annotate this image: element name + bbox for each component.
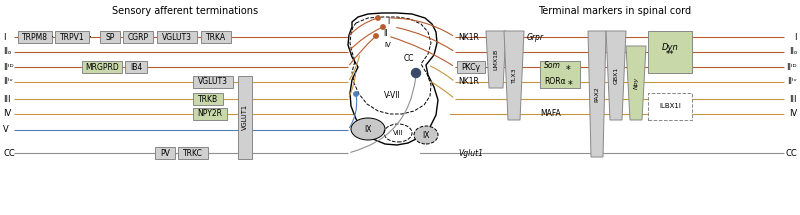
Text: PAX2: PAX2 — [594, 86, 599, 102]
FancyBboxPatch shape — [193, 76, 233, 88]
Text: VGLUT3: VGLUT3 — [198, 77, 228, 86]
Text: SP: SP — [106, 32, 114, 41]
Text: IIₒ: IIₒ — [789, 48, 797, 57]
FancyBboxPatch shape — [123, 31, 153, 43]
Circle shape — [381, 25, 386, 29]
FancyBboxPatch shape — [82, 61, 122, 73]
Text: III: III — [3, 95, 10, 103]
Text: IX: IX — [422, 131, 430, 140]
Text: NK1R: NK1R — [458, 77, 479, 86]
Text: IIᴵᵛ: IIᴵᵛ — [787, 77, 797, 86]
Text: Sensory afferent terminations: Sensory afferent terminations — [112, 6, 258, 16]
Ellipse shape — [351, 118, 385, 140]
Text: PKCγ: PKCγ — [462, 63, 481, 72]
Text: MRGPRD: MRGPRD — [85, 63, 119, 72]
FancyBboxPatch shape — [540, 61, 580, 88]
Text: III: III — [790, 95, 797, 103]
Text: TRKB: TRKB — [198, 95, 218, 103]
Text: I: I — [387, 17, 389, 26]
FancyBboxPatch shape — [648, 93, 692, 120]
Text: CC: CC — [404, 54, 414, 63]
FancyBboxPatch shape — [178, 147, 208, 159]
Text: ILBX1I: ILBX1I — [659, 103, 681, 109]
FancyBboxPatch shape — [193, 93, 223, 105]
Text: ·: · — [51, 32, 54, 42]
Text: V-VII: V-VII — [384, 91, 400, 100]
FancyBboxPatch shape — [648, 31, 692, 73]
Text: IV: IV — [385, 42, 391, 48]
Text: I: I — [794, 32, 797, 41]
Polygon shape — [504, 31, 524, 120]
Text: IIᴵᵛ: IIᴵᵛ — [3, 77, 13, 86]
Text: GBX1: GBX1 — [614, 67, 618, 84]
FancyBboxPatch shape — [457, 61, 485, 73]
Circle shape — [411, 69, 421, 77]
FancyBboxPatch shape — [238, 76, 252, 159]
Text: ·: · — [89, 32, 91, 42]
Text: TRPM8: TRPM8 — [22, 32, 48, 41]
Polygon shape — [486, 31, 506, 88]
Text: Som: Som — [544, 61, 561, 71]
Text: Npy: Npy — [634, 77, 638, 89]
FancyBboxPatch shape — [155, 147, 175, 159]
Text: NK1R: NK1R — [458, 32, 479, 41]
Text: TRKC: TRKC — [183, 149, 203, 158]
Text: IIᴵᴰ: IIᴵᴰ — [786, 63, 797, 72]
Polygon shape — [588, 31, 606, 157]
Circle shape — [374, 34, 378, 38]
Text: *: * — [568, 80, 573, 90]
FancyBboxPatch shape — [201, 31, 231, 43]
Polygon shape — [606, 31, 626, 120]
Text: Terminal markers in spinal cord: Terminal markers in spinal cord — [538, 6, 691, 16]
FancyBboxPatch shape — [125, 61, 147, 73]
Text: IV: IV — [789, 109, 797, 118]
Polygon shape — [348, 13, 438, 145]
Text: TRKA: TRKA — [206, 32, 226, 41]
FancyBboxPatch shape — [157, 31, 197, 43]
Text: CGRP: CGRP — [127, 32, 149, 41]
Text: TLX3: TLX3 — [511, 68, 517, 83]
FancyBboxPatch shape — [100, 31, 120, 43]
Text: PV: PV — [160, 149, 170, 158]
Text: IIᴵᴰ: IIᴵᴰ — [3, 63, 14, 72]
Circle shape — [354, 92, 358, 96]
Text: IV: IV — [3, 109, 11, 118]
Circle shape — [376, 16, 380, 20]
Text: I: I — [3, 32, 6, 41]
FancyBboxPatch shape — [193, 108, 227, 120]
Text: Grpr: Grpr — [527, 32, 544, 41]
Text: V: V — [3, 126, 9, 135]
Text: IX: IX — [364, 124, 372, 134]
FancyBboxPatch shape — [55, 31, 89, 43]
Text: II: II — [384, 29, 388, 37]
FancyBboxPatch shape — [18, 31, 52, 43]
Ellipse shape — [414, 126, 438, 144]
Text: VGLUT3: VGLUT3 — [162, 32, 192, 41]
Text: Dyn: Dyn — [662, 43, 678, 52]
Text: VGLUT1: VGLUT1 — [242, 104, 248, 131]
Text: VIII: VIII — [393, 130, 403, 136]
Text: CC: CC — [3, 149, 14, 158]
Text: Vglut1: Vglut1 — [458, 149, 483, 158]
Text: TRPV1: TRPV1 — [60, 32, 84, 41]
Text: LMX1B: LMX1B — [494, 49, 498, 70]
Text: *: * — [566, 65, 570, 75]
Text: **: ** — [666, 51, 674, 60]
Text: RORα: RORα — [544, 77, 566, 86]
Text: IB4: IB4 — [130, 63, 142, 72]
Text: MAFA: MAFA — [540, 109, 561, 118]
Text: CC: CC — [786, 149, 797, 158]
Text: NPY2R: NPY2R — [198, 109, 222, 118]
Polygon shape — [626, 46, 646, 120]
Text: IIₒ: IIₒ — [3, 48, 11, 57]
